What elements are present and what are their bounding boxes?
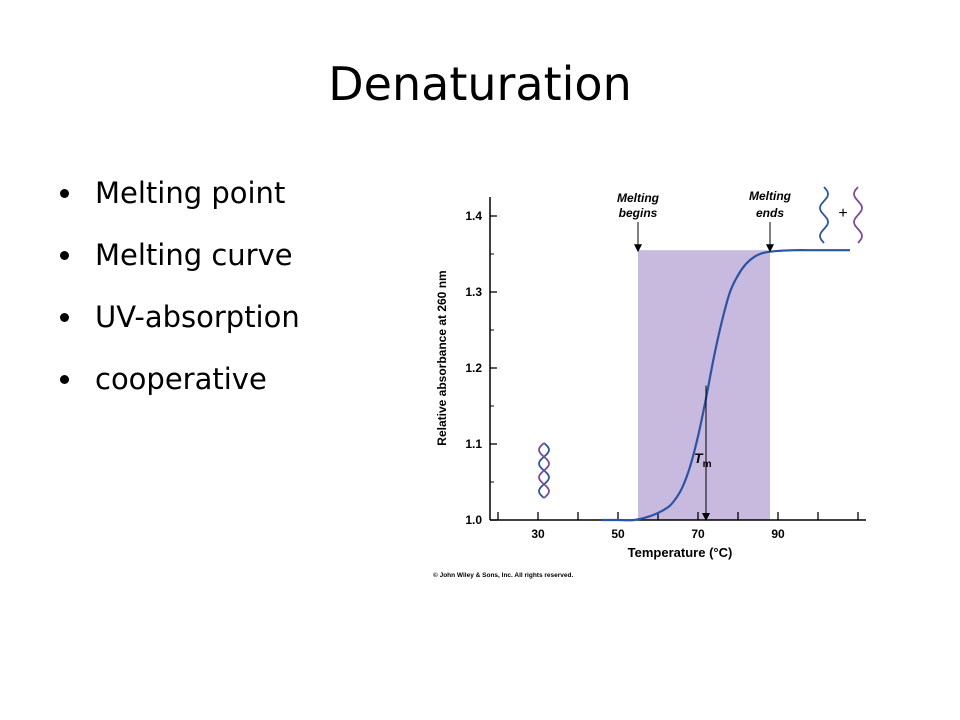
y-tick-label: 1.2 [465, 361, 482, 375]
separated-strand-blue [819, 186, 829, 244]
bullet-item: cooperative [58, 362, 418, 424]
melting-begins-label-line1: Melting [617, 191, 660, 205]
y-tick-label: 1.1 [465, 437, 482, 451]
bullet-item: Melting point [58, 176, 418, 238]
y-tick-label: 1.3 [465, 285, 482, 299]
tm-label-main: T [694, 450, 704, 466]
melting-begins-label-line2: begins [619, 206, 658, 220]
x-axis-label: Temperature (°C) [628, 545, 733, 560]
y-axis-label: Relative absorbance at 260 nm [435, 270, 449, 445]
y-tick-label: 1.4 [465, 209, 482, 223]
bullet-dot [60, 313, 69, 322]
bullet-item: Melting curve [58, 238, 418, 300]
x-tick-label: 30 [531, 527, 545, 541]
x-tick-label: 90 [771, 527, 785, 541]
x-tick-label: 50 [611, 527, 625, 541]
bullet-dot [60, 251, 69, 260]
melting-region-shading [638, 250, 770, 520]
copyright-notice: © John Wiley & Sons, Inc. All rights res… [433, 571, 573, 579]
bullet-dot [60, 189, 69, 198]
tm-label-subscript: m [703, 459, 712, 470]
slide-title: Denaturation [328, 57, 632, 111]
melting-ends-label-line1: Melting [749, 189, 792, 203]
bullet-item: UV-absorption [58, 300, 418, 362]
tm-label: Tm [694, 450, 712, 470]
bullet-text: UV-absorption [95, 300, 300, 334]
bullet-list: Melting point Melting curve UV-absorptio… [58, 176, 418, 424]
bullet-text: Melting curve [95, 238, 293, 272]
bullet-text: cooperative [95, 362, 267, 396]
double-helix-icon [538, 442, 550, 499]
separated-strand-purple [853, 186, 863, 244]
melting-ends-label-line2: ends [756, 206, 784, 220]
x-tick-label: 70 [691, 527, 705, 541]
plus-sign: + [838, 205, 847, 222]
bullet-text: Melting point [95, 176, 286, 210]
bullet-dot [60, 375, 69, 384]
y-tick-label: 1.0 [465, 513, 482, 527]
separated-strands-icon [819, 186, 863, 244]
melting-curve-chart: 1.0 1.1 1.2 1.3 1.4 30 50 70 90 Temperature (°C)… [433, 186, 866, 579]
helix-strand-purple [538, 442, 550, 499]
